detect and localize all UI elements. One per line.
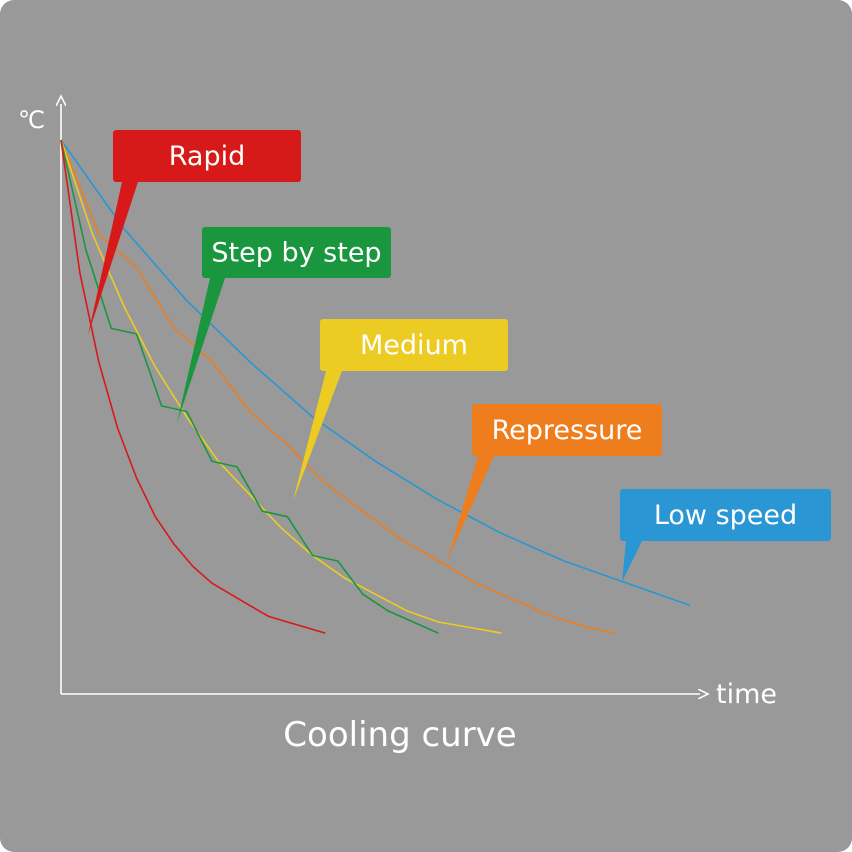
series-line-low-speed <box>60 139 691 607</box>
callout-box <box>472 404 662 456</box>
callout-pointer <box>622 541 642 582</box>
callout-label: Medium <box>360 330 468 361</box>
callout-label: Repressure <box>492 415 643 446</box>
callout-rapid: Rapid <box>88 130 301 335</box>
callout-label: Rapid <box>169 141 246 172</box>
series-line-rapid <box>60 139 326 634</box>
callout-box <box>202 227 391 278</box>
callout-box <box>320 319 508 371</box>
callout-pointer <box>447 456 494 561</box>
x-axis-label: time <box>716 679 777 710</box>
callout-pointer <box>177 278 225 423</box>
callout-box <box>113 130 301 182</box>
callout-pointer <box>293 371 342 501</box>
callout-low-speed: Low speed <box>620 489 831 582</box>
series-layer <box>60 139 691 634</box>
callout-step-by-step: Step by step <box>177 227 391 423</box>
callout-repressure: Repressure <box>447 404 662 561</box>
series-line-medium <box>60 139 502 634</box>
callout-label: Low speed <box>654 500 797 531</box>
callout-medium: Medium <box>293 319 508 501</box>
callout-pointer <box>88 182 138 335</box>
callout-layer: Rapid Step by step Medium Repressure Low spe… <box>88 130 831 582</box>
callout-box <box>620 489 831 541</box>
chart-title: Cooling curve <box>283 715 516 755</box>
callout-label: Step by step <box>211 238 381 269</box>
y-axis-label: ℃ <box>18 106 45 134</box>
series-line-step-by-step <box>60 139 439 634</box>
series-line-repressure <box>60 139 615 634</box>
